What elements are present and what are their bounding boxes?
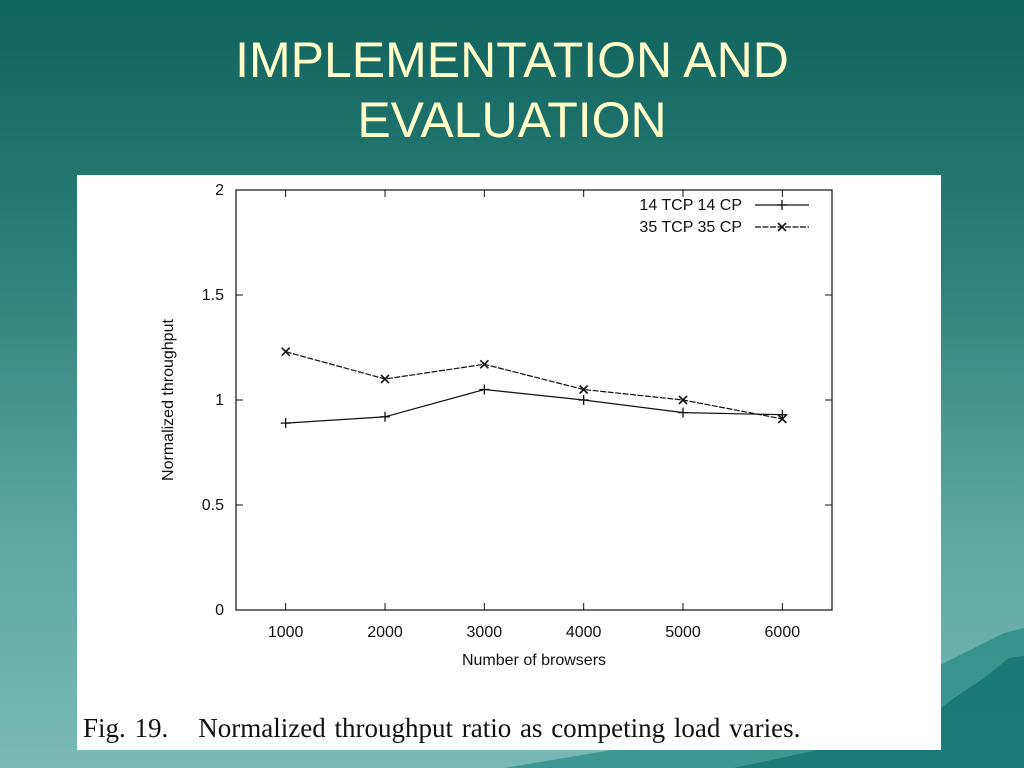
data-point-series-2 (380, 374, 390, 384)
data-point-series-2 (579, 384, 589, 395)
plot-frame (235, 189, 833, 611)
figure-caption-text: Normalized throughput ratio as competing… (198, 713, 801, 743)
line-chart: 1000 2000 3000 4000 5000 6000 0 0.5 1 1.5 2 14 TCP… (160, 182, 833, 669)
x-tick-label: 5000 (665, 624, 701, 641)
data-point-series-1 (280, 418, 291, 429)
y-tick-label: 0.5 (202, 497, 224, 514)
axis-ticks: 1000 2000 3000 4000 5000 6000 0 0.5 1 1.5 2 (202, 182, 832, 641)
data-point-series-1 (678, 407, 688, 418)
legend-label-2: 35 TCP 35 CP (639, 219, 742, 236)
legend-label-1: 14 TCP 14 CP (639, 197, 742, 214)
data-point-series-1 (578, 395, 589, 405)
x-tick-label: 2000 (367, 624, 403, 641)
figure-caption: Fig. 19. Normalized throughput ratio as c… (83, 713, 935, 744)
x-tick-label: 4000 (566, 624, 602, 641)
y-tick-label: 0 (215, 602, 224, 619)
legend-marker-2 (777, 222, 787, 232)
data-point-series-2 (777, 414, 787, 424)
x-tick-label: 3000 (467, 624, 503, 641)
x-axis-title: Number of browsers (462, 652, 606, 669)
legend-marker-1 (777, 200, 787, 210)
figure-number: Fig. 19. (83, 713, 169, 743)
slide-title-line-2: EVALUATION (357, 92, 667, 148)
slide-title-line-1: IMPLEMENTATION AND (235, 32, 789, 88)
data-point-series-2 (479, 359, 489, 369)
data-point-series-2 (281, 347, 291, 357)
x-tick-label: 1000 (268, 624, 304, 641)
y-axis-title: Normalized throughput (160, 319, 177, 481)
y-tick-label: 1 (215, 392, 224, 409)
figure-panel: 1000 2000 3000 4000 5000 6000 0 0.5 1 1.5 2 14 TCP… (77, 175, 941, 750)
data-point-series-1 (479, 384, 490, 395)
series-line-1 (285, 388, 783, 424)
data-point-series-1 (380, 411, 390, 422)
x-tick-label: 6000 (765, 624, 801, 641)
data-point-series-2 (678, 395, 688, 405)
slide-title: IMPLEMENTATION AND EVALUATION (0, 30, 1024, 150)
legend: 14 TCP 14 CP 35 TCP 35 CP (639, 197, 809, 236)
series-layer (280, 347, 788, 429)
y-tick-label: 1.5 (202, 287, 224, 304)
series-line-2 (285, 351, 783, 420)
y-tick-label: 2 (215, 182, 224, 199)
